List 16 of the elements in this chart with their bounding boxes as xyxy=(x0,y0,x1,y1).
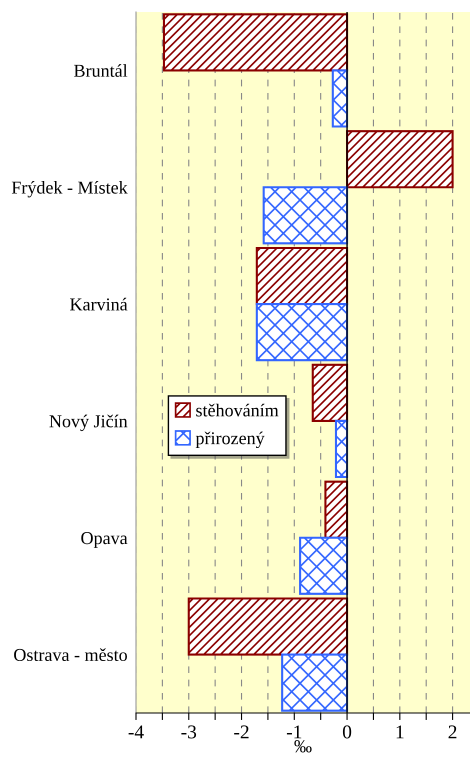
y-tick-label: Ostrava - město xyxy=(14,648,127,662)
y-tick-label: Opava xyxy=(81,532,128,548)
x-tick-label: -2 xyxy=(234,725,249,738)
x-tick-label: -3 xyxy=(181,725,196,738)
x-tick-label: -1 xyxy=(286,725,302,738)
x-tick-label: -4 xyxy=(128,726,144,738)
legend-label: stěhováním xyxy=(196,404,278,416)
y-tick-label: Karviná xyxy=(70,298,128,311)
x-axis-title: ‰ xyxy=(294,740,312,752)
y-tick-label: Nový Jičín xyxy=(49,414,128,432)
x-tick-label: 0 xyxy=(342,725,352,738)
legend-label: přirozený xyxy=(196,432,265,448)
x-tick-label: 1 xyxy=(396,725,404,738)
y-tick-label: Bruntál xyxy=(74,64,128,77)
x-tick-label: 2 xyxy=(448,725,456,738)
y-tick-label: Frýdek - Místek xyxy=(12,180,128,198)
